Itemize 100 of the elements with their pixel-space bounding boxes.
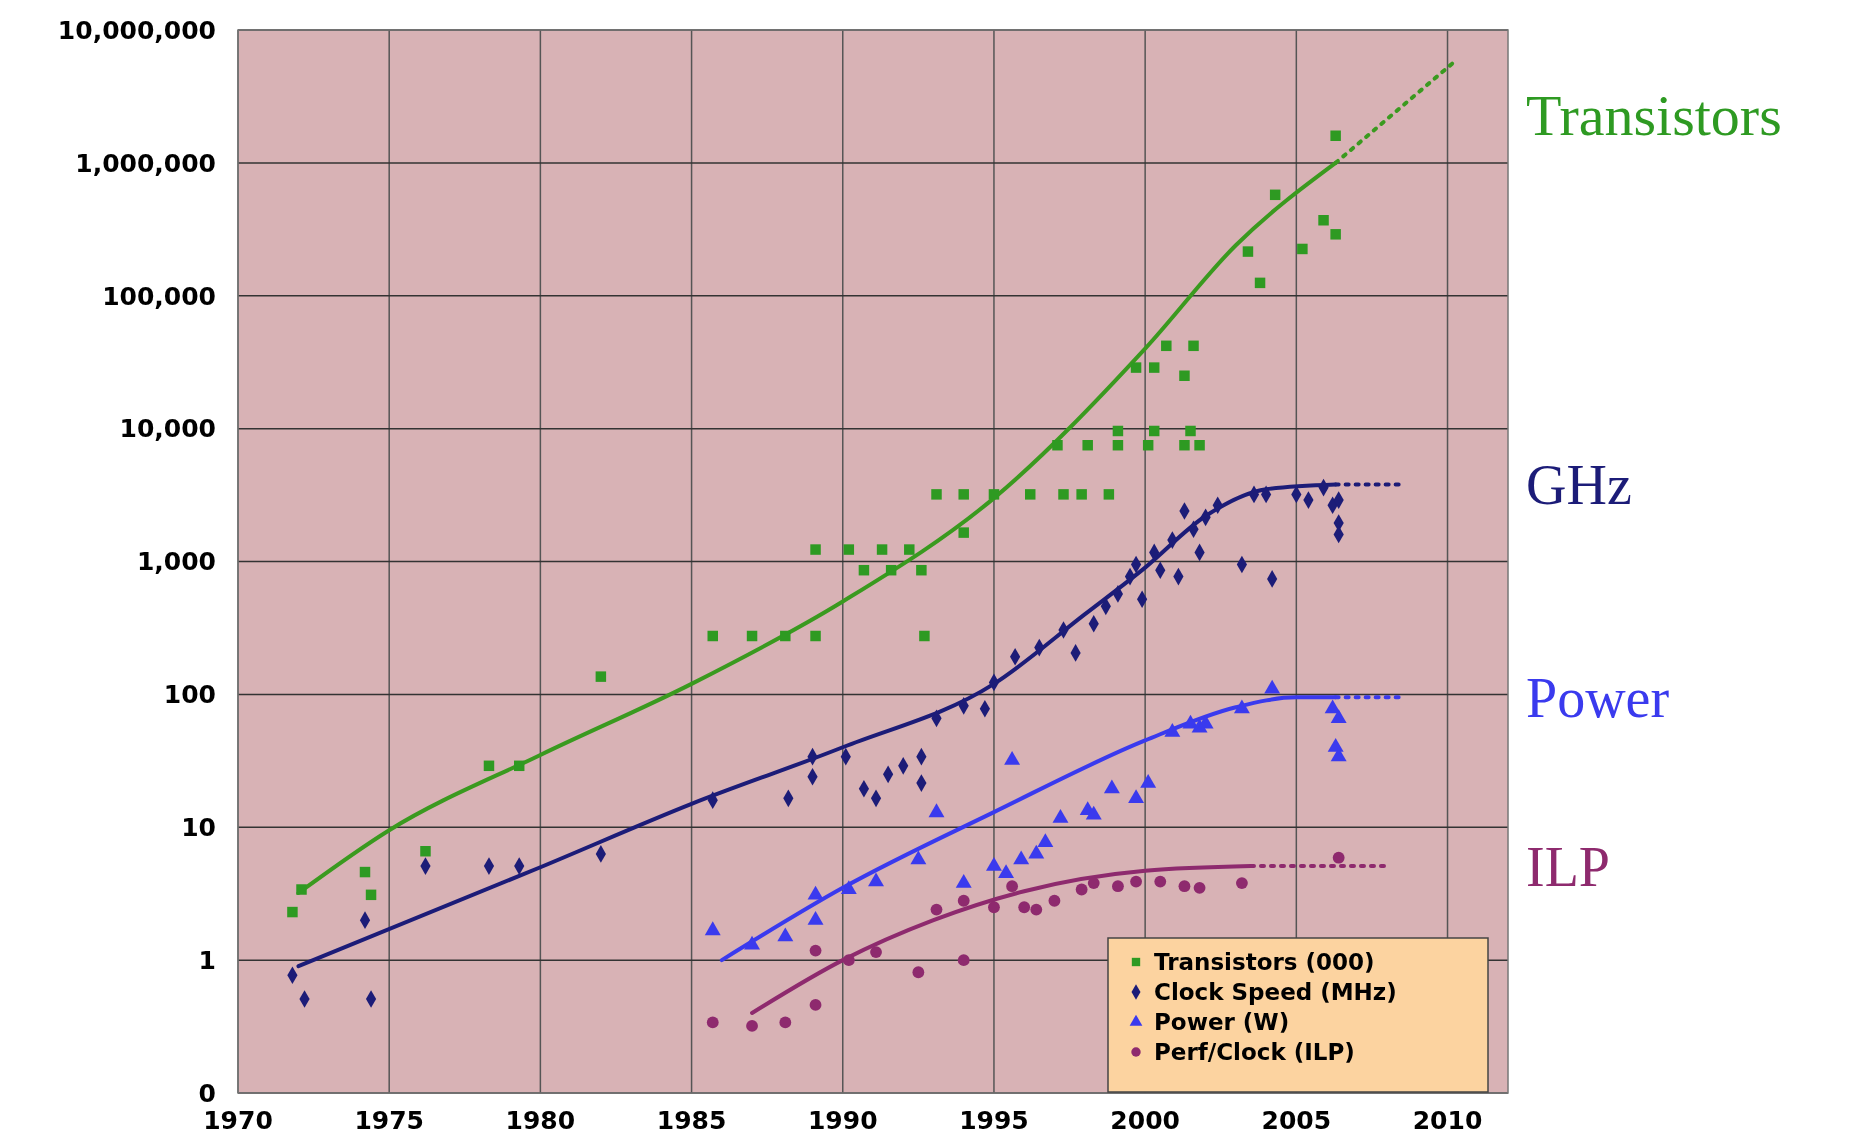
- point: [958, 489, 969, 500]
- point: [1269, 189, 1281, 201]
- point: [1048, 894, 1061, 907]
- point: [904, 544, 915, 555]
- point: [809, 999, 822, 1011]
- point: [1142, 439, 1154, 451]
- point: [1112, 439, 1124, 451]
- point: [746, 630, 758, 642]
- point: [1188, 340, 1199, 352]
- point: [1024, 489, 1036, 500]
- point: [1103, 489, 1115, 500]
- y-tick-label: 10: [181, 813, 216, 842]
- text: Transistors: [1526, 83, 1782, 149]
- point: [809, 944, 822, 957]
- legend-label: Power (W): [1154, 1009, 1290, 1036]
- point: [746, 1019, 758, 1032]
- point: [1235, 877, 1248, 889]
- point: [1006, 880, 1019, 893]
- point: [365, 889, 377, 901]
- x-tick-label: 1980: [505, 1106, 576, 1135]
- text: GHz: [1526, 454, 1632, 517]
- point: [1082, 439, 1093, 451]
- y-tick-label: 1: [198, 945, 216, 975]
- x-tick-label: 2005: [1261, 1106, 1332, 1135]
- point: [810, 630, 821, 642]
- point: [1076, 489, 1087, 500]
- point: [420, 845, 431, 857]
- point: [1052, 439, 1063, 451]
- point: [876, 544, 888, 555]
- y-tick-label: 10,000: [119, 414, 216, 444]
- point: [840, 880, 857, 895]
- point: [843, 544, 855, 555]
- point: [707, 630, 718, 642]
- point: [988, 489, 1000, 500]
- point: [957, 894, 970, 907]
- point: [287, 906, 298, 918]
- point: [1075, 883, 1088, 896]
- point: [1185, 425, 1196, 437]
- x-tick-label: 1990: [807, 1106, 878, 1135]
- point: [928, 803, 945, 818]
- text: ILP: [1526, 835, 1610, 898]
- y-tick-label: 100: [163, 680, 216, 710]
- point: [359, 866, 371, 878]
- point: [1242, 246, 1254, 257]
- point: [1130, 362, 1142, 373]
- point: [958, 527, 969, 538]
- legend-label: Transistors (000): [1154, 949, 1375, 976]
- x-tick-label: 2010: [1412, 1106, 1483, 1135]
- point: [919, 630, 930, 642]
- point: [842, 954, 855, 967]
- point: [706, 1016, 719, 1029]
- point: [1330, 229, 1341, 240]
- legend-label: Perf/Clock (ILP): [1154, 1039, 1355, 1066]
- text: Power: [1526, 666, 1670, 729]
- point: [1112, 880, 1124, 893]
- point: [1330, 130, 1341, 141]
- point: [858, 564, 870, 576]
- point: [1030, 903, 1043, 916]
- point: [870, 946, 882, 958]
- point: [1148, 425, 1160, 437]
- y-tick-label: 10,000,000: [57, 15, 216, 45]
- point: [931, 489, 942, 500]
- point: [885, 564, 897, 576]
- point: [930, 903, 943, 916]
- point: [916, 564, 927, 576]
- point: [296, 884, 307, 895]
- point: [1254, 277, 1266, 289]
- point: [595, 671, 607, 682]
- point: [483, 760, 495, 772]
- x-tick-label: 1975: [354, 1106, 424, 1135]
- x-tick-label: 2000: [1110, 1106, 1180, 1135]
- point: [1297, 243, 1308, 255]
- point: [1332, 851, 1345, 864]
- point: [868, 872, 884, 887]
- point: [704, 921, 721, 936]
- y-tick-label: 1,000,000: [75, 148, 216, 178]
- legend-label: Clock Speed (MHz): [1154, 979, 1397, 1006]
- point: [1318, 215, 1329, 226]
- point: [1148, 362, 1160, 373]
- point: [1112, 425, 1124, 437]
- point: [779, 1016, 792, 1029]
- point: [988, 901, 1000, 914]
- point: [1130, 875, 1142, 888]
- x-tick-label: 1985: [656, 1106, 727, 1135]
- point: [1087, 877, 1100, 889]
- point: [513, 760, 525, 772]
- y-tick-label: 1,000: [136, 547, 216, 577]
- point: [957, 954, 970, 967]
- point: [1154, 875, 1167, 888]
- x-tick-label: 1995: [959, 1106, 1029, 1135]
- point: [912, 966, 925, 979]
- point: [1161, 340, 1172, 352]
- point: [1194, 439, 1205, 451]
- point: [810, 544, 821, 555]
- point: [1179, 439, 1190, 451]
- point: [780, 630, 791, 642]
- x-tick-label: 1970: [203, 1106, 273, 1135]
- point: [1018, 901, 1031, 914]
- point: [1179, 370, 1190, 381]
- y-tick-label: 100,000: [102, 281, 216, 311]
